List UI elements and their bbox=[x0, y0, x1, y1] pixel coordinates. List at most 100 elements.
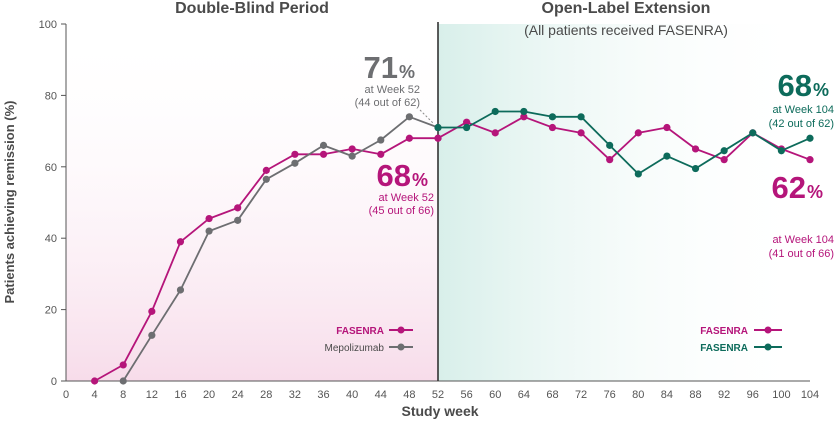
data-point bbox=[91, 377, 99, 385]
y-axis-label: Patients achieving remission (%) bbox=[2, 100, 17, 303]
x-tick-label: 104 bbox=[801, 389, 819, 401]
data-point bbox=[262, 166, 270, 174]
legend-swatch-marker bbox=[764, 326, 772, 334]
x-tick-label: 24 bbox=[232, 389, 244, 401]
data-point bbox=[434, 134, 442, 142]
y-tick-label: 60 bbox=[45, 162, 57, 174]
annotation-fasenra-week52: 68 % at Week 52 (45 out of 66) bbox=[369, 158, 434, 217]
series-line bbox=[438, 110, 811, 175]
y-tick-label: 40 bbox=[45, 233, 57, 245]
annotation-unit: % bbox=[807, 182, 823, 202]
data-point bbox=[234, 204, 242, 212]
data-point bbox=[377, 136, 385, 144]
annotation-teal-week104: 68 % at Week 104 (42 out of 62) bbox=[769, 68, 834, 130]
x-tick-label: 92 bbox=[718, 389, 730, 401]
legend-swatch-marker bbox=[764, 343, 772, 351]
legend-swatch-marker bbox=[397, 343, 405, 351]
data-point bbox=[319, 141, 328, 149]
period-subtitle-open-label: (All patients received FASENRA) bbox=[524, 22, 728, 38]
data-point bbox=[348, 145, 356, 153]
y-tick-label: 100 bbox=[39, 19, 57, 31]
data-point bbox=[491, 107, 499, 116]
x-tick-label: 52 bbox=[432, 389, 444, 401]
data-point bbox=[348, 152, 356, 160]
x-axis: 0 4 8 12 16 20 24 28 32 36 40 44 48 52 56 60 64 68 72 76 80 8… bbox=[63, 380, 819, 401]
data-point bbox=[720, 156, 728, 164]
data-point bbox=[777, 147, 785, 155]
data-point bbox=[119, 377, 127, 385]
series-fasenra_ole_from_mepolizumab bbox=[434, 107, 814, 178]
x-tick-label: 76 bbox=[604, 389, 616, 401]
x-tick-label: 100 bbox=[772, 389, 790, 401]
x-tick-label: 32 bbox=[289, 389, 301, 401]
data-point bbox=[377, 150, 385, 158]
x-tick-label: 4 bbox=[92, 389, 98, 401]
legend-label-fasenra-teal: FASENRA bbox=[700, 343, 748, 354]
x-tick-label: 80 bbox=[632, 389, 644, 401]
data-point bbox=[262, 175, 270, 183]
data-point bbox=[148, 331, 156, 339]
y-tick-label: 0 bbox=[51, 376, 57, 388]
x-tick-label: 60 bbox=[489, 389, 501, 401]
legend-label-mepolizumab: Mepolizumab bbox=[325, 343, 385, 354]
y-axis: 0 20 40 60 80 100 bbox=[39, 19, 67, 388]
data-point bbox=[691, 145, 700, 153]
x-tick-label: 56 bbox=[460, 389, 472, 401]
annotation-line1: at Week 104 bbox=[772, 104, 834, 116]
series-line bbox=[122, 115, 439, 382]
legend-label-fasenra: FASENRA bbox=[700, 326, 748, 337]
x-tick-label: 68 bbox=[546, 389, 558, 401]
data-point bbox=[148, 307, 156, 315]
data-point bbox=[234, 216, 242, 224]
data-point bbox=[491, 129, 499, 137]
annotation-mepolizumab-week52: 71 % at Week 52 (44 out of 62) bbox=[355, 50, 435, 125]
annotation-line1: at Week 52 bbox=[365, 84, 420, 96]
annotation-unit: % bbox=[399, 62, 415, 82]
series-line bbox=[437, 115, 811, 161]
annotation-line2: (45 out of 66) bbox=[369, 205, 434, 217]
annotation-line2: (41 out of 66) bbox=[769, 248, 834, 260]
series-fasenra_db bbox=[91, 134, 442, 385]
period-bg-open-label bbox=[438, 24, 810, 381]
data-point bbox=[634, 170, 642, 178]
x-tick-label: 20 bbox=[203, 389, 215, 401]
data-point bbox=[663, 152, 671, 160]
annotation-line2: (44 out of 62) bbox=[355, 97, 420, 109]
y-tick-label: 80 bbox=[45, 90, 57, 102]
x-tick-label: 16 bbox=[174, 389, 186, 401]
data-point bbox=[520, 113, 528, 121]
annotation-line1: at Week 52 bbox=[379, 192, 434, 204]
data-point bbox=[176, 286, 185, 294]
annotation-value: 62 bbox=[772, 170, 806, 205]
legend-double-blind: FASENRA Mepolizumab bbox=[325, 326, 413, 354]
data-point bbox=[577, 113, 585, 121]
x-tick-label: 64 bbox=[518, 389, 530, 401]
period-title-open-label: Open-Label Extension bbox=[542, 0, 711, 17]
data-point bbox=[577, 129, 585, 137]
x-tick-label: 36 bbox=[317, 389, 329, 401]
x-tick-label: 8 bbox=[120, 389, 126, 401]
annotation-value: 68 bbox=[377, 158, 411, 193]
x-tick-label: 12 bbox=[146, 389, 158, 401]
data-point bbox=[205, 214, 213, 223]
x-axis-label: Study week bbox=[401, 403, 478, 419]
data-point bbox=[291, 159, 299, 167]
period-bg-double-blind bbox=[66, 24, 438, 381]
series-group bbox=[91, 107, 814, 385]
x-tick-label: 40 bbox=[346, 389, 358, 401]
data-point bbox=[691, 164, 700, 173]
data-point bbox=[663, 123, 671, 132]
data-point bbox=[434, 123, 442, 132]
data-point bbox=[176, 238, 185, 246]
annotation-line1: at Week 104 bbox=[772, 234, 834, 246]
data-point bbox=[463, 118, 471, 126]
annotation-unit: % bbox=[412, 170, 428, 190]
data-point bbox=[749, 129, 757, 137]
data-point bbox=[606, 156, 614, 164]
data-point bbox=[405, 134, 413, 142]
annotation-unit: % bbox=[813, 80, 829, 100]
data-point bbox=[806, 156, 814, 164]
annotation-value: 68 bbox=[778, 68, 812, 103]
period-title-double-blind: Double-Blind Period bbox=[175, 0, 329, 17]
